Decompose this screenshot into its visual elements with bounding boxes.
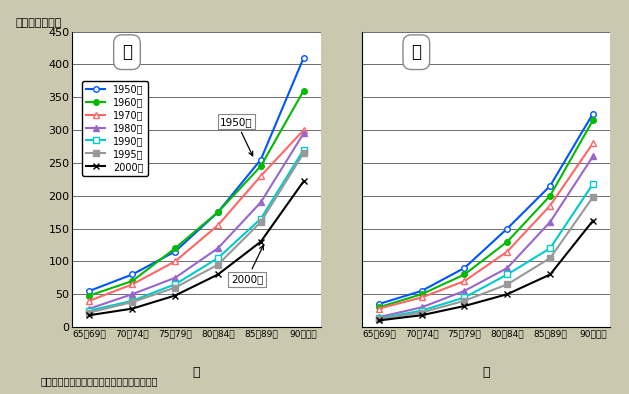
Text: （人口千人対）: （人口千人対） [16, 18, 62, 28]
Text: 女: 女 [411, 43, 421, 61]
Text: 1950年: 1950年 [220, 117, 253, 156]
Text: 男: 男 [122, 43, 132, 61]
Text: 女: 女 [482, 366, 489, 379]
Text: 2000年: 2000年 [231, 245, 264, 284]
Text: 男: 男 [193, 366, 200, 379]
Legend: 1950年, 1960年, 1970年, 1980年, 1990年, 1995年, 2000年: 1950年, 1960年, 1970年, 1980年, 1990年, 1995年… [82, 81, 148, 176]
Text: 資料：厚生労働省「人口動態統計」より作成: 資料：厚生労働省「人口動態統計」より作成 [41, 376, 159, 386]
